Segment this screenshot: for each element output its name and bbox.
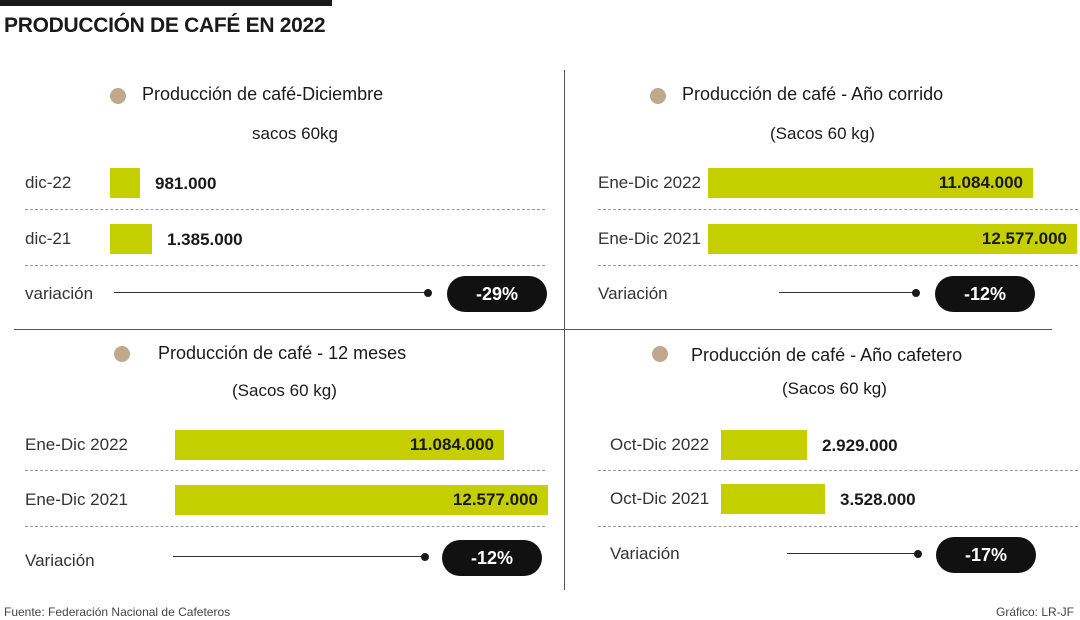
variation-label: Variación xyxy=(610,544,680,563)
legend-dot-icon xyxy=(114,346,130,362)
panel-unit: (Sacos 60 kg) xyxy=(232,381,337,400)
variation-leader-line xyxy=(114,292,428,293)
legend-dot-icon xyxy=(650,88,666,104)
leader-end-dot-icon xyxy=(424,289,432,297)
bar-value-label: 11.084.000 xyxy=(938,173,1023,192)
panel-unit: sacos 60kg xyxy=(252,124,338,143)
panel-divider-vertical xyxy=(564,70,565,590)
leader-end-dot-icon xyxy=(914,550,922,558)
row-separator xyxy=(598,209,1078,210)
panel-title: Producción de café - 12 meses xyxy=(158,343,407,363)
variation-label: variación xyxy=(25,284,94,303)
legend-dot-icon xyxy=(652,346,668,362)
category-label: Ene-Dic 2021 xyxy=(25,490,129,509)
bar xyxy=(721,430,807,460)
panel-title: Producción de café - Año corrido xyxy=(682,84,944,104)
variation-label: Variación xyxy=(598,284,668,303)
bar xyxy=(175,430,504,460)
bar-value-label: 12.577.000 xyxy=(981,229,1067,248)
variation-leader-line xyxy=(779,292,916,293)
bar xyxy=(110,168,140,198)
variation-label: Variación xyxy=(25,551,95,570)
source-note: Fuente: Federación Nacional de Cafeteros xyxy=(4,605,231,619)
panel-unit: (Sacos 60 kg) xyxy=(782,379,887,398)
row-separator xyxy=(25,265,545,266)
category-label: dic-22 xyxy=(25,173,72,192)
variation-badge: -17% xyxy=(936,537,1036,573)
bar-value-label: 981.000 xyxy=(155,174,217,193)
variation-leader-line xyxy=(787,553,918,554)
leader-end-dot-icon xyxy=(421,553,429,561)
bar-value-label: 12.577.000 xyxy=(452,490,538,509)
page-title: PRODUCCIÓN DE CAFÉ EN 2022 xyxy=(4,14,326,37)
row-separator xyxy=(25,470,545,471)
bar-value-label: 3.528.000 xyxy=(840,490,916,509)
graphic-credit: Gráfico: LR-JF xyxy=(995,605,1074,619)
row-separator xyxy=(598,265,1078,266)
variation-leader-line xyxy=(173,556,425,557)
bar-value-label: 1.385.000 xyxy=(167,230,243,249)
leader-end-dot-icon xyxy=(912,289,920,297)
legend-dot-icon xyxy=(110,88,126,104)
category-label: Ene-Dic 2022 xyxy=(25,435,129,454)
bar-value-label: 11.084.000 xyxy=(409,435,494,454)
row-separator xyxy=(25,209,545,210)
category-label: Oct-Dic 2021 xyxy=(610,489,710,508)
row-separator xyxy=(598,470,1078,471)
category-label: Ene-Dic 2022 xyxy=(598,173,702,192)
category-label: Oct-Dic 2022 xyxy=(610,435,710,454)
bar xyxy=(708,224,1077,254)
category-label: Ene-Dic 2021 xyxy=(598,229,702,248)
bar xyxy=(110,224,152,254)
row-separator xyxy=(25,526,545,527)
bar-value-label: 2.929.000 xyxy=(822,436,898,455)
bar xyxy=(708,168,1033,198)
bar xyxy=(175,485,548,515)
panel-title: Producción de café - Año cafetero xyxy=(691,345,963,365)
variation-badge: -29% xyxy=(447,276,547,312)
variation-badge: -12% xyxy=(442,540,542,576)
variation-badge: -12% xyxy=(935,276,1035,312)
category-label: dic-21 xyxy=(25,229,72,248)
title-accent-bar xyxy=(0,0,332,6)
bar xyxy=(721,484,825,514)
row-separator xyxy=(598,526,1078,527)
panel-divider-horizontal xyxy=(14,329,1052,330)
panel-title: Producción de café-Diciembre xyxy=(142,84,384,104)
panel-unit: (Sacos 60 kg) xyxy=(770,124,875,143)
